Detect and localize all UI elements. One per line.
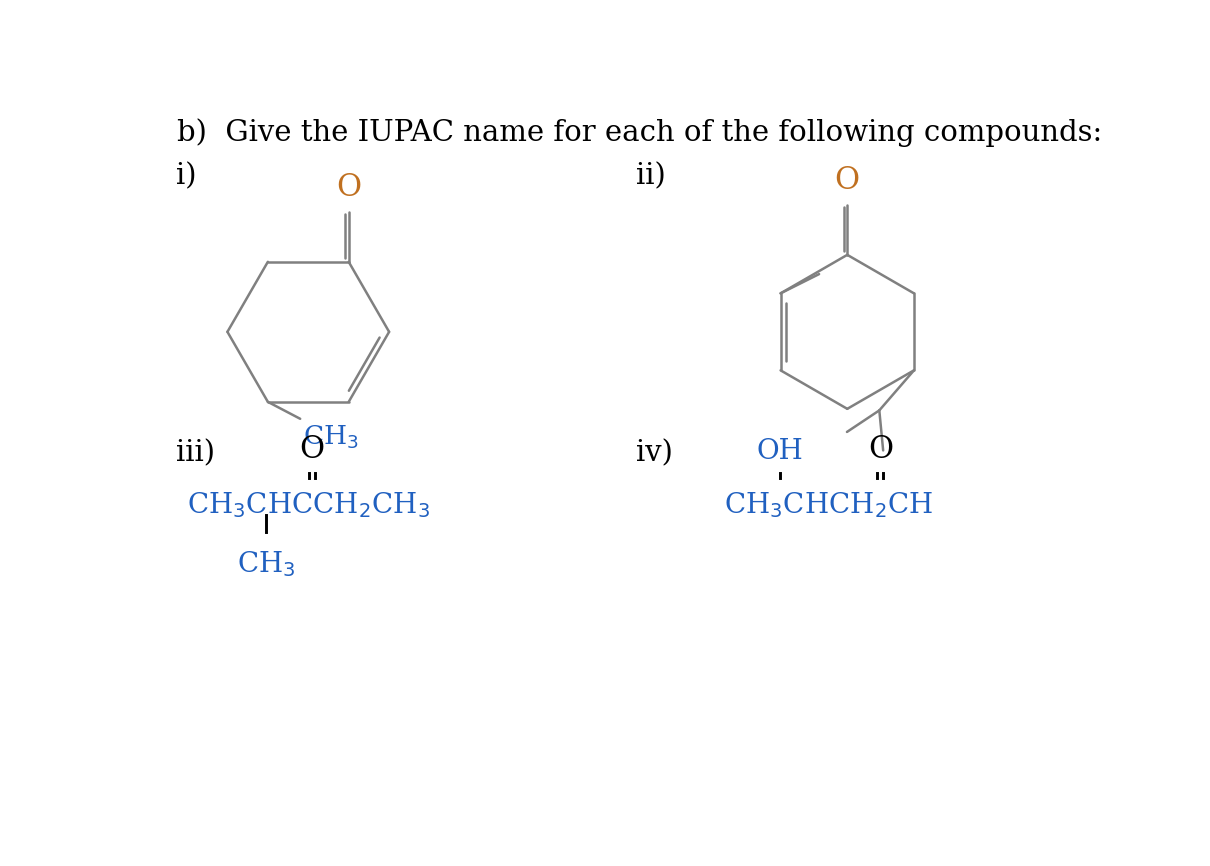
Text: i): i) bbox=[175, 163, 196, 191]
Text: CH$_3$: CH$_3$ bbox=[304, 423, 359, 451]
Text: O: O bbox=[835, 165, 860, 196]
Text: CH$_3$CHCH$_2$CH: CH$_3$CHCH$_2$CH bbox=[724, 490, 933, 520]
Text: iv): iv) bbox=[635, 440, 673, 468]
Text: CH$_3$CHCCH$_2$CH$_3$: CH$_3$CHCCH$_2$CH$_3$ bbox=[186, 490, 430, 520]
Text: CH$_3$: CH$_3$ bbox=[237, 549, 295, 578]
Text: b)  Give the IUPAC name for each of the following compounds:: b) Give the IUPAC name for each of the f… bbox=[178, 118, 1102, 146]
Text: iii): iii) bbox=[175, 440, 215, 468]
Text: OH: OH bbox=[757, 438, 803, 465]
Text: O: O bbox=[336, 171, 362, 203]
Text: O: O bbox=[300, 434, 324, 465]
Text: O: O bbox=[868, 434, 893, 465]
Text: ii): ii) bbox=[635, 163, 666, 191]
